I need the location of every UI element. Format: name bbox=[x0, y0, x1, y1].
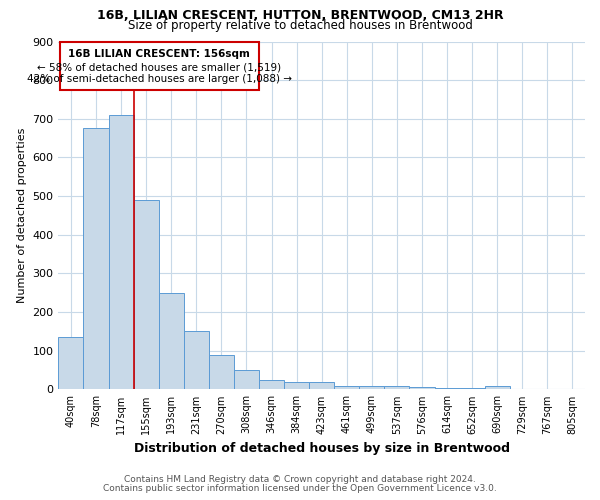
Bar bbox=[359, 386, 385, 390]
Text: 16B, LILIAN CRESCENT, HUTTON, BRENTWOOD, CM13 2HR: 16B, LILIAN CRESCENT, HUTTON, BRENTWOOD,… bbox=[97, 9, 503, 22]
X-axis label: Distribution of detached houses by size in Brentwood: Distribution of detached houses by size … bbox=[134, 442, 509, 455]
Bar bbox=[284, 382, 309, 390]
Y-axis label: Number of detached properties: Number of detached properties bbox=[17, 128, 27, 303]
Bar bbox=[109, 115, 134, 390]
Bar bbox=[234, 370, 259, 390]
Bar bbox=[334, 386, 359, 390]
Bar bbox=[409, 387, 434, 390]
Text: 42% of semi-detached houses are larger (1,088) →: 42% of semi-detached houses are larger (… bbox=[27, 74, 292, 84]
FancyBboxPatch shape bbox=[59, 42, 259, 90]
Text: Contains HM Land Registry data © Crown copyright and database right 2024.: Contains HM Land Registry data © Crown c… bbox=[124, 475, 476, 484]
Bar bbox=[434, 388, 460, 390]
Bar bbox=[385, 386, 409, 390]
Text: ← 58% of detached houses are smaller (1,519): ← 58% of detached houses are smaller (1,… bbox=[37, 62, 281, 72]
Bar bbox=[485, 386, 510, 390]
Bar bbox=[209, 354, 234, 390]
Bar bbox=[134, 200, 158, 390]
Bar bbox=[58, 337, 83, 390]
Text: 16B LILIAN CRESCENT: 156sqm: 16B LILIAN CRESCENT: 156sqm bbox=[68, 49, 250, 59]
Bar bbox=[259, 380, 284, 390]
Bar bbox=[158, 293, 184, 390]
Bar bbox=[184, 330, 209, 390]
Bar bbox=[83, 128, 109, 390]
Text: Size of property relative to detached houses in Brentwood: Size of property relative to detached ho… bbox=[128, 19, 472, 32]
Bar bbox=[460, 388, 485, 390]
Text: Contains public sector information licensed under the Open Government Licence v3: Contains public sector information licen… bbox=[103, 484, 497, 493]
Bar bbox=[309, 382, 334, 390]
